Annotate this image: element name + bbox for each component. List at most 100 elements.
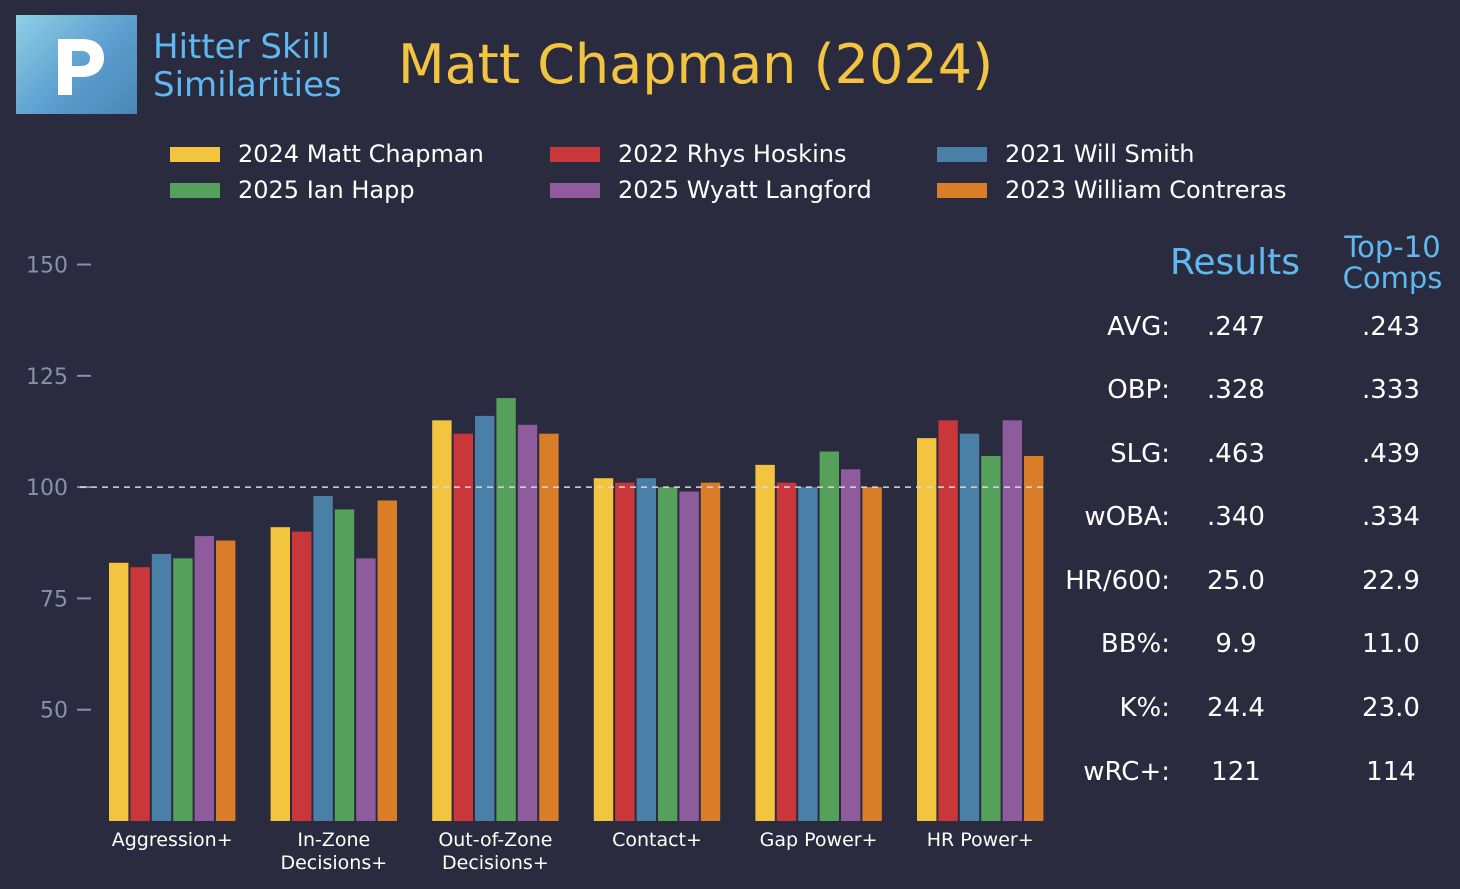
y-tick-label: 100 xyxy=(26,476,68,501)
brand-line-1: Hitter Skill xyxy=(153,27,330,67)
stat-label: SLG: xyxy=(1110,439,1170,469)
bar xyxy=(755,464,775,821)
stat-row: HR/600: 25.0 22.9 xyxy=(1040,561,1450,601)
stat-row: AVG: .247 .243 xyxy=(1040,307,1450,347)
stat-results-value: .340 xyxy=(1207,502,1265,532)
bar xyxy=(658,487,678,821)
stat-comps-value: .439 xyxy=(1362,439,1420,469)
x-tick-label: HR Power+ xyxy=(927,829,1034,851)
bar xyxy=(334,509,355,821)
brand-line-2: Similarities xyxy=(153,65,342,105)
stat-label: wOBA: xyxy=(1084,502,1170,532)
stat-results-value: 24.4 xyxy=(1207,693,1265,723)
bar xyxy=(679,491,699,821)
stat-row: SLG: .463 .439 xyxy=(1040,434,1450,474)
bar xyxy=(798,487,818,821)
stat-label: BB%: xyxy=(1100,629,1170,659)
stat-comps-value: .334 xyxy=(1362,502,1420,532)
legend-label: 2021 Will Smith xyxy=(1005,140,1195,168)
x-tick-label: Out-of-Zone xyxy=(438,829,552,851)
stat-label: K%: xyxy=(1119,693,1170,723)
stat-row: K%: 24.4 23.0 xyxy=(1040,688,1450,728)
y-tick-label: 75 xyxy=(40,587,68,612)
legend-label: 2024 Matt Chapman xyxy=(238,140,484,168)
bar xyxy=(1024,455,1044,821)
bar xyxy=(981,455,1001,821)
comps-header: Top-10 Comps xyxy=(1325,232,1460,294)
comps-header-line-2: Comps xyxy=(1342,261,1443,295)
stat-results-value: 121 xyxy=(1211,757,1261,787)
y-tick-label: 125 xyxy=(26,365,68,390)
bar xyxy=(173,558,193,821)
stat-comps-value: 114 xyxy=(1366,757,1416,787)
bar xyxy=(1002,420,1022,821)
stat-row: OBP: .328 .333 xyxy=(1040,370,1450,410)
bar xyxy=(636,478,656,821)
stat-results-value: .463 xyxy=(1207,439,1265,469)
bar xyxy=(130,567,150,821)
stat-row: wOBA: .340 .334 xyxy=(1040,497,1450,537)
stat-comps-value: 23.0 xyxy=(1362,693,1420,723)
stat-results-value: .328 xyxy=(1207,375,1265,405)
bar xyxy=(819,451,839,821)
bar xyxy=(517,424,538,821)
legend-swatch xyxy=(550,183,600,198)
legend-swatch xyxy=(937,147,987,162)
stat-comps-value: .243 xyxy=(1362,312,1420,342)
bar xyxy=(593,478,614,821)
bar-chart: 50 75 100 125 150 Aggression+ In-Zone Decisions… xyxy=(26,254,1045,874)
stat-results-value: 25.0 xyxy=(1207,566,1265,596)
bar xyxy=(917,438,937,821)
page-title: Matt Chapman (2024) xyxy=(398,33,994,96)
p-logo-icon xyxy=(16,15,137,114)
legend-label: 2022 Rhys Hoskins xyxy=(618,140,847,168)
stat-label: HR/600: xyxy=(1065,566,1170,596)
bar xyxy=(776,482,797,821)
bar xyxy=(292,531,312,821)
comps-header-line-1: Top-10 xyxy=(1344,230,1441,264)
stat-label: OBP: xyxy=(1107,375,1170,405)
bar xyxy=(862,487,882,821)
stat-row: BB%: 9.9 11.0 xyxy=(1040,624,1450,664)
bar xyxy=(356,558,376,821)
bar xyxy=(194,536,214,821)
bar xyxy=(938,420,958,821)
y-tick-label: 150 xyxy=(26,254,68,279)
bar xyxy=(432,420,452,821)
bar xyxy=(151,553,172,821)
bar xyxy=(841,469,861,821)
legend-swatch xyxy=(550,147,600,162)
bar xyxy=(539,433,559,821)
stat-comps-value: 11.0 xyxy=(1362,629,1420,659)
brand-title: Hitter Skill Similarities xyxy=(153,28,342,104)
bar xyxy=(959,433,980,821)
bar xyxy=(109,562,129,821)
x-tick-label: Gap Power+ xyxy=(760,829,878,851)
bar xyxy=(700,482,721,821)
x-tick-label: Decisions+ xyxy=(442,852,549,874)
stat-results-value: .247 xyxy=(1207,312,1265,342)
x-tick-label: Aggression+ xyxy=(112,829,233,851)
bar xyxy=(216,540,236,821)
legend-label: 2023 William Contreras xyxy=(1005,176,1287,204)
stat-comps-value: .333 xyxy=(1362,375,1420,405)
x-tick-label: In-Zone xyxy=(297,829,370,851)
bar xyxy=(453,433,473,821)
legend-label: 2025 Wyatt Langford xyxy=(618,176,872,204)
stat-results-value: 9.9 xyxy=(1215,629,1257,659)
stat-label: AVG: xyxy=(1107,312,1170,342)
bar xyxy=(615,482,635,821)
bar xyxy=(313,496,333,821)
legend-swatch xyxy=(170,147,220,162)
bar xyxy=(377,500,397,821)
y-tick-label: 50 xyxy=(40,699,68,724)
bar xyxy=(496,398,516,821)
stat-label: wRC+: xyxy=(1083,757,1170,787)
results-header: Results xyxy=(1170,242,1300,283)
legend-label: 2025 Ian Happ xyxy=(238,176,415,204)
legend-swatch xyxy=(937,183,987,198)
bar xyxy=(270,527,290,821)
x-tick-label: Contact+ xyxy=(612,829,702,851)
stat-comps-value: 22.9 xyxy=(1362,566,1420,596)
stat-row: wRC+: 121 114 xyxy=(1040,752,1450,792)
